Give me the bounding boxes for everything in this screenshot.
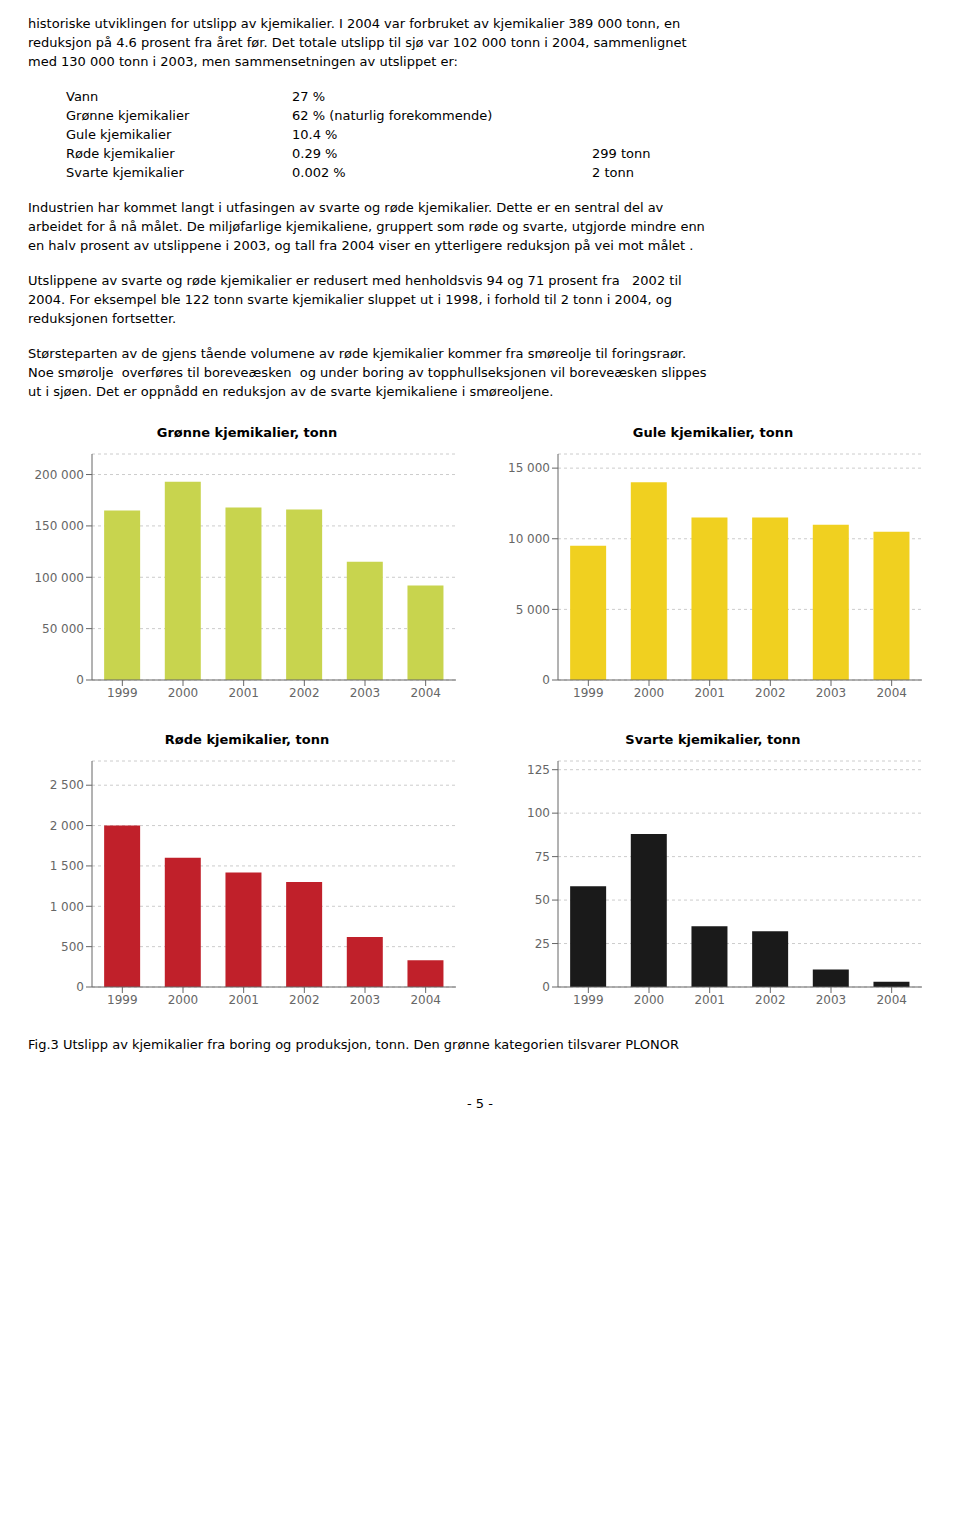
html-text:Røde kjemikalier: Røde kjemikalier: [66, 146, 175, 161]
svg-text:15 000: 15 000: [508, 461, 550, 475]
html-text:Utslippene av svarte og røde k: Utslippene av svarte og røde kjemikalier…: [28, 273, 682, 288]
html-text:en halv prosent av utslippene: en halv prosent av utslippene i 2003, og…: [28, 238, 694, 253]
svg-text:200 000: 200 000: [34, 468, 84, 482]
svg-text:1999: 1999: [573, 993, 604, 1007]
html-text:Røde kjemikalier, tonn: Røde kjemikalier, tonn: [164, 732, 330, 747]
svg-text:50: 50: [535, 893, 550, 907]
html-text:2004. For eksempel ble 122 ton: 2004. For eksempel ble 122 tonn svarte k…: [28, 292, 672, 307]
svg-text:150 000: 150 000: [34, 519, 84, 533]
svg-text:2003: 2003: [816, 993, 847, 1007]
svg-text:2 500: 2 500: [50, 778, 84, 792]
html-text:- 5 -: - 5 -: [467, 1096, 493, 1111]
svg-text:2003: 2003: [350, 686, 381, 700]
html-text:ut i sjøen. Det er oppnådd en: ut i sjøen. Det er oppnådd en reduksjon …: [28, 384, 554, 399]
svg-text:50 000: 50 000: [42, 622, 84, 636]
svg-text:1999: 1999: [573, 686, 604, 700]
svg-text:5 000: 5 000: [516, 603, 550, 617]
html-text:Grønne kjemikalier, tonn: Grønne kjemikalier, tonn: [156, 425, 338, 440]
html-text:Grønne kjemikalier: Grønne kjemikalier: [66, 108, 190, 123]
svg-text:100 000: 100 000: [34, 571, 84, 585]
svg-text:2004: 2004: [876, 993, 907, 1007]
html-text:Gule kjemikalier, tonn: Gule kjemikalier, tonn: [632, 425, 794, 440]
html-text:arbeidet for å nå målet. De mi: arbeidet for å nå målet. De miljøfarlige…: [28, 219, 705, 234]
svg-text:0: 0: [76, 980, 84, 994]
svg-text:2003: 2003: [350, 993, 381, 1007]
svg-text:100: 100: [527, 806, 550, 820]
svg-text:2000: 2000: [634, 993, 665, 1007]
svg-text:1 000: 1 000: [50, 900, 84, 914]
html-text:0.002 %: 0.002 %: [292, 165, 346, 180]
html-text:27 %: 27 %: [292, 89, 325, 104]
svg-text:0: 0: [542, 673, 550, 687]
html-text:historiske utviklingen for uts: historiske utviklingen for utslipp av kj…: [28, 16, 681, 31]
html-text:2 tonn: 2 tonn: [592, 165, 634, 180]
svg-text:2000: 2000: [634, 686, 665, 700]
html-text:reduksjon på 4.6 prosent fra å: reduksjon på 4.6 prosent fra året før. D…: [28, 35, 687, 50]
svg-text:2000: 2000: [168, 993, 199, 1007]
svg-text:2001: 2001: [694, 993, 725, 1007]
svg-text:2 000: 2 000: [50, 819, 84, 833]
svg-text:75: 75: [535, 850, 550, 864]
html-text:Svarte kjemikalier: Svarte kjemikalier: [66, 165, 184, 180]
svg-text:2004: 2004: [876, 686, 907, 700]
html-text:10.4 %: 10.4 %: [292, 127, 338, 142]
svg-text:125: 125: [527, 763, 550, 777]
svg-text:2001: 2001: [694, 686, 725, 700]
html-text:Gule kjemikalier: Gule kjemikalier: [66, 127, 172, 142]
svg-text:2000: 2000: [168, 686, 199, 700]
svg-text:2003: 2003: [816, 686, 847, 700]
svg-text:0: 0: [542, 980, 550, 994]
svg-text:2002: 2002: [289, 993, 320, 1007]
html-text:Vann: Vann: [66, 89, 99, 104]
svg-text:2004: 2004: [410, 686, 441, 700]
html-text:62 % (naturlig forekommende): 62 % (naturlig forekommende): [292, 108, 493, 123]
svg-text:2002: 2002: [289, 686, 320, 700]
html-text:Størsteparten av de gjens tåen: Størsteparten av de gjens tående volumen…: [28, 346, 687, 361]
html-text:reduksjonen fortsetter.: reduksjonen fortsetter.: [28, 311, 177, 326]
svg-text:2004: 2004: [410, 993, 441, 1007]
html-text:Noe smørolje overføres til bor: Noe smørolje overføres til boreveæsken o…: [28, 365, 707, 380]
html-text:Fig.3 Utslipp av kjemikalier f: Fig.3 Utslipp av kjemikalier fra boring …: [28, 1037, 679, 1052]
svg-text:2002: 2002: [755, 993, 786, 1007]
svg-text:2001: 2001: [228, 686, 259, 700]
html-text:Svarte kjemikalier, tonn: Svarte kjemikalier, tonn: [625, 732, 801, 747]
svg-text:2002: 2002: [755, 686, 786, 700]
svg-text:1999: 1999: [107, 686, 138, 700]
html-text:299 tonn: 299 tonn: [592, 146, 651, 161]
svg-text:500: 500: [61, 940, 84, 954]
svg-text:1999: 1999: [107, 993, 138, 1007]
html-text:0.29 %: 0.29 %: [292, 146, 338, 161]
svg-text:25: 25: [535, 937, 550, 951]
html-text:med 130 000 tonn i 2003, men s: med 130 000 tonn i 2003, men sammensetni…: [28, 54, 458, 69]
svg-text:1 500: 1 500: [50, 859, 84, 873]
svg-text:0: 0: [76, 673, 84, 687]
svg-text:2001: 2001: [228, 993, 259, 1007]
svg-text:10 000: 10 000: [508, 532, 550, 546]
html-text:Industrien har kommet langt i: Industrien har kommet langt i utfasingen…: [28, 200, 664, 215]
